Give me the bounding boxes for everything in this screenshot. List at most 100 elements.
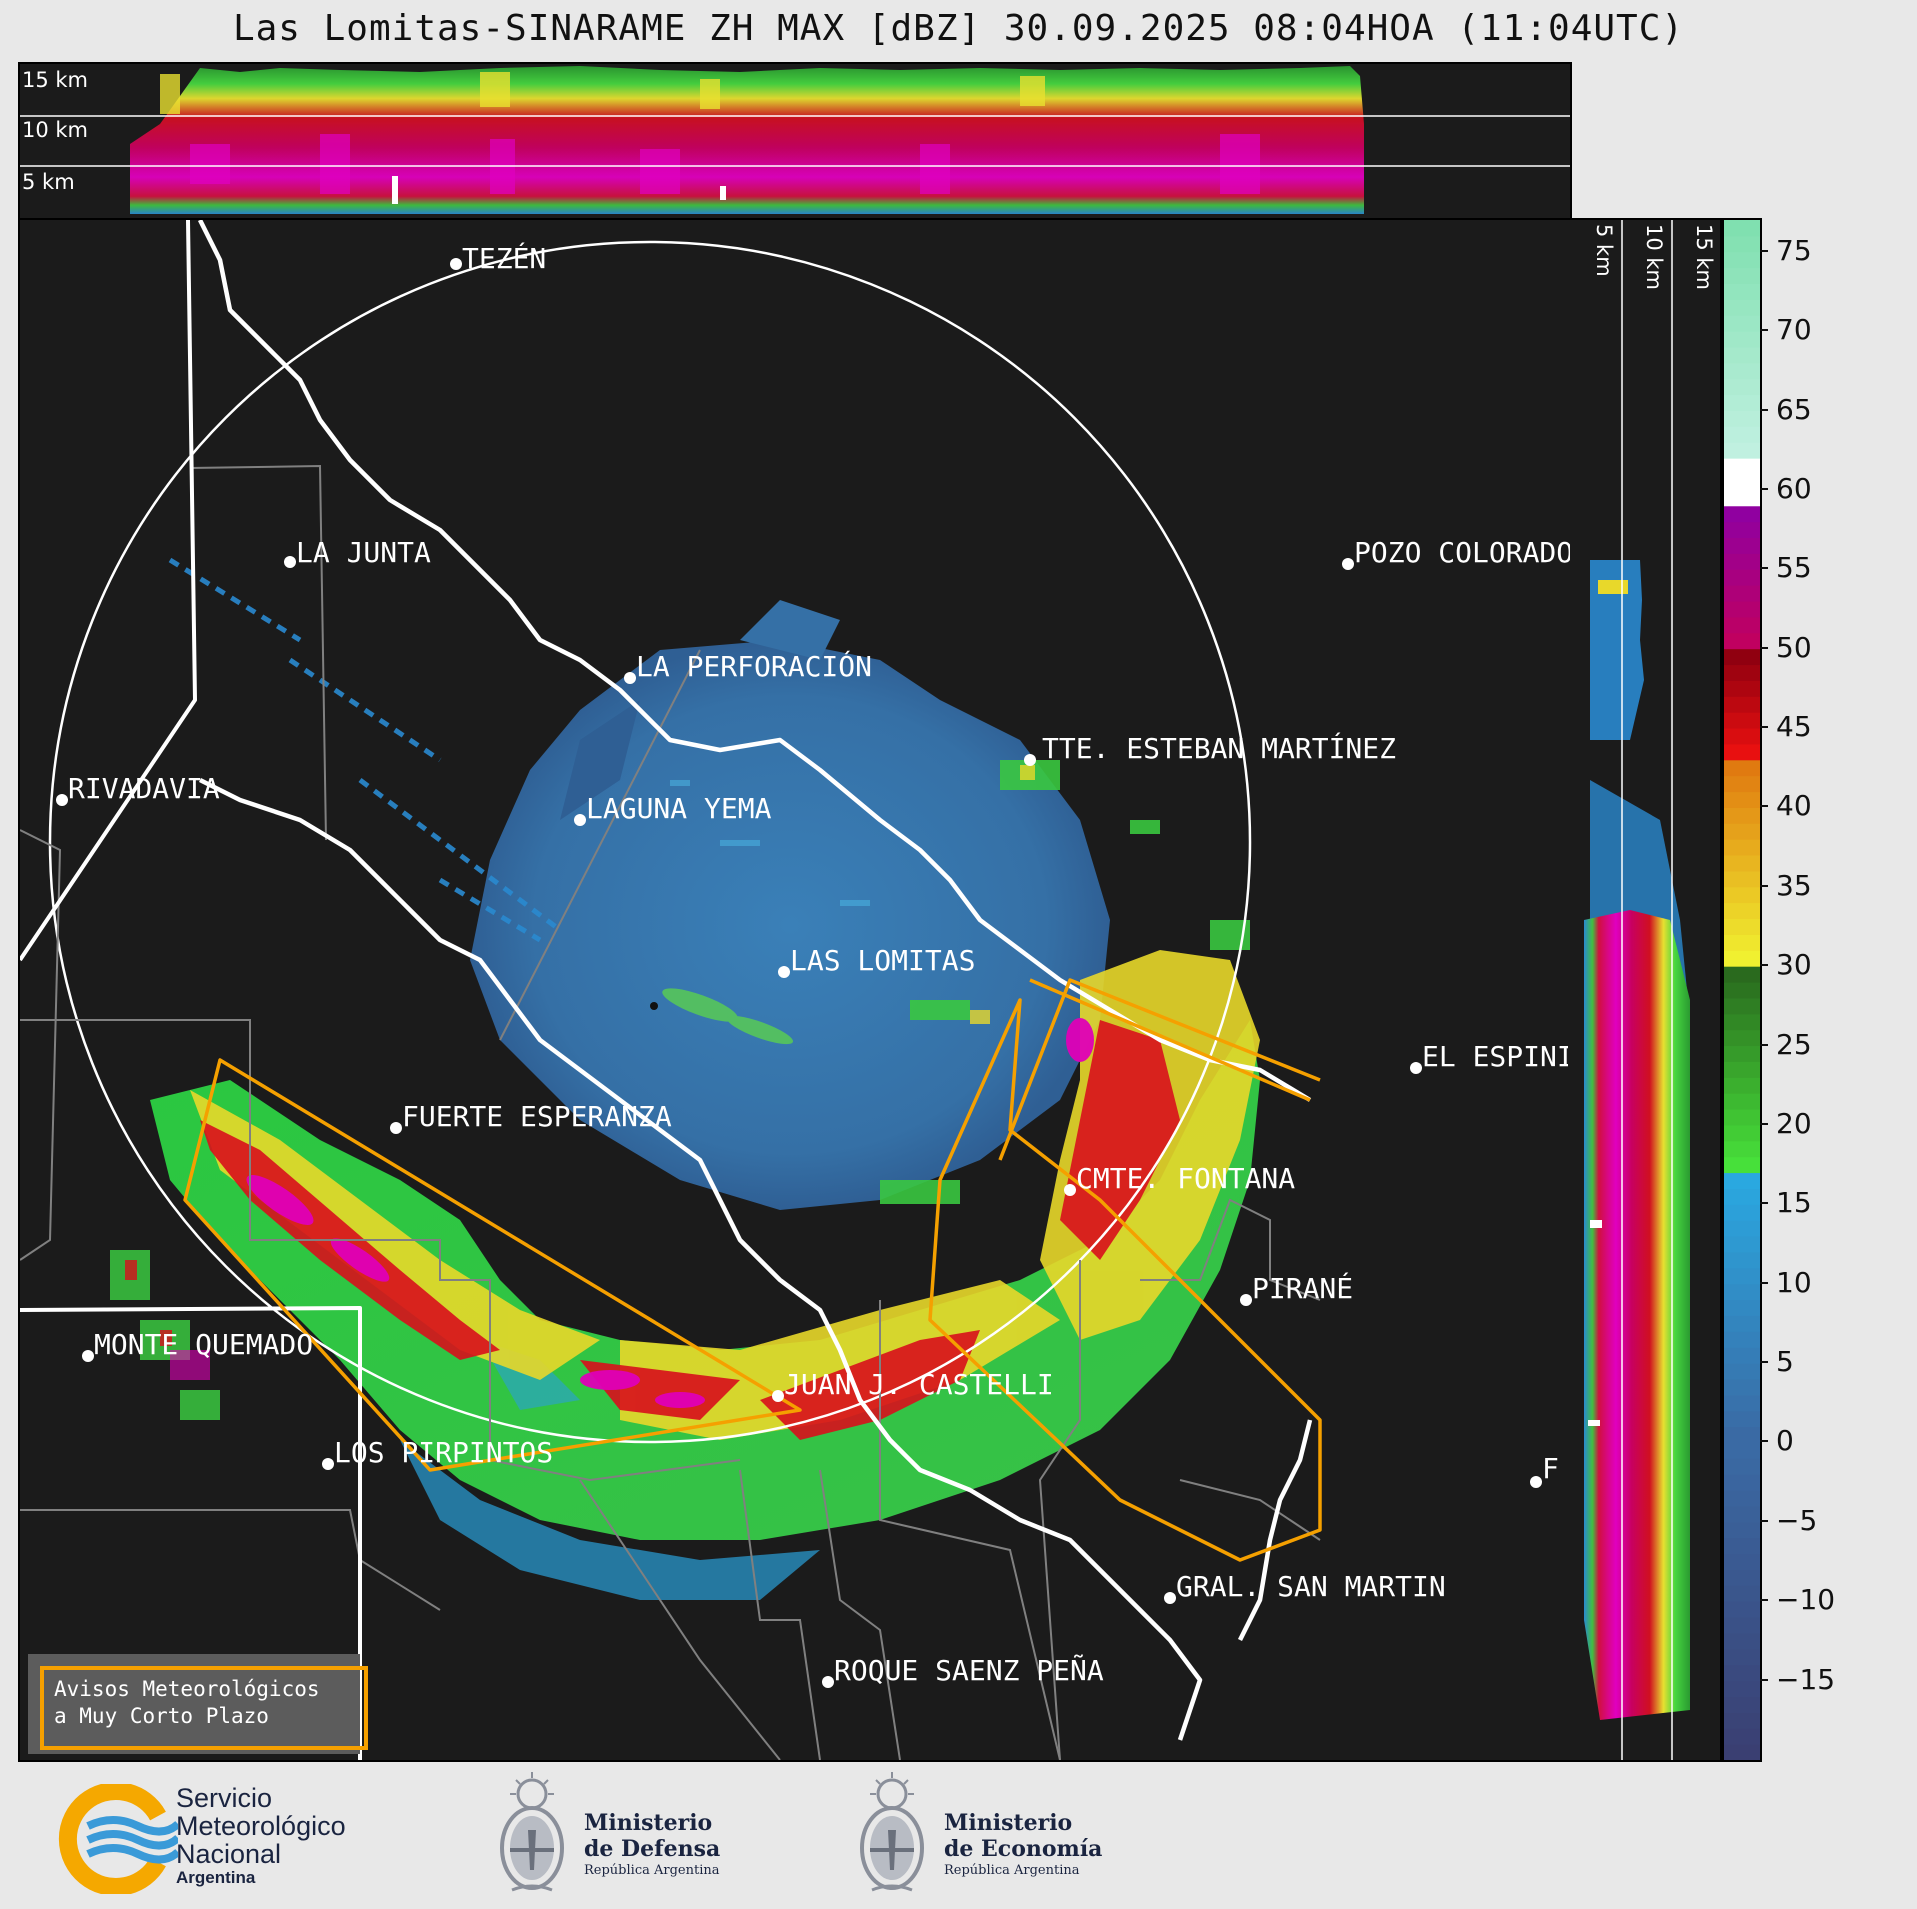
- colorbar-segment: [1724, 1045, 1760, 1062]
- colorbar-tick-label: 45: [1760, 710, 1812, 743]
- near-radar-clutter: [662, 988, 794, 1045]
- colorbar-segment: [1724, 474, 1760, 491]
- warning-polygon-e1: [928, 998, 1322, 1562]
- colorbar-segment: [1724, 1617, 1760, 1634]
- colorbar-tick-text: 25: [1776, 1027, 1812, 1061]
- side-cross-section-panel: 5 km 10 km 15 km: [1570, 218, 1722, 1762]
- colorbar-segment: [1724, 1188, 1760, 1205]
- colorbar-tick-label: 30: [1760, 948, 1812, 981]
- colorbar-segment: [1724, 1696, 1760, 1713]
- warning-polygons: [183, 978, 1322, 1562]
- smn-line4: Argentina: [176, 1868, 256, 1887]
- provincial-borders: [20, 220, 362, 1760]
- intense-cores: [246, 1018, 1094, 1408]
- top-alt-label-15: 15 km: [22, 68, 89, 92]
- top-alt-label-5: 5 km: [22, 170, 75, 194]
- colorbar-segment: [1724, 1077, 1760, 1094]
- locality-dot: [390, 1122, 402, 1134]
- colorbar-tick-text: 70: [1776, 313, 1812, 347]
- colorbar-segment: [1724, 807, 1760, 824]
- colorbar-tick-label: 25: [1760, 1028, 1812, 1061]
- top-profile-svg: [20, 66, 1570, 214]
- colorbar-segment: [1724, 1172, 1760, 1189]
- locality-dot: [450, 258, 462, 270]
- colorbar-segment: [1724, 362, 1760, 380]
- colorbar-segment: [1724, 1505, 1760, 1523]
- colorbar-segment: [1724, 394, 1760, 412]
- chart-title: Las Lomitas-SINARAME ZH MAX [dBZ] 30.09.…: [232, 8, 1685, 49]
- colorbar-segment: [1724, 601, 1760, 618]
- smn-line3: Nacional: [176, 1839, 282, 1869]
- colorbar-tick-text: −5: [1776, 1503, 1818, 1537]
- locality-label: LAGUNA YEMA: [586, 792, 772, 825]
- colorbar-segment: [1724, 1394, 1760, 1412]
- colorbar-segment: [1724, 1664, 1760, 1682]
- colorbar-segment: [1724, 1601, 1760, 1618]
- warning-polygon-sw: [183, 1058, 802, 1472]
- colorbar-segment: [1724, 728, 1760, 745]
- colorbar-tick-label: −10: [1760, 1583, 1835, 1616]
- colorbar-segment: [1724, 902, 1760, 920]
- colorbar-segment: [1724, 1331, 1760, 1348]
- locality-dot: [82, 1350, 94, 1362]
- locality-dot: [1240, 1294, 1252, 1306]
- smn-line1: Servicio: [176, 1783, 273, 1813]
- colorbar-tick-text: 5: [1776, 1345, 1794, 1379]
- locality-dot: [1024, 754, 1036, 766]
- colorbar-segment: [1724, 251, 1760, 269]
- locality-dot: [56, 794, 68, 806]
- colorbar-segment: [1724, 1426, 1760, 1443]
- colorbar-segment: [1724, 696, 1760, 713]
- side-alt-label-5: 5 km: [1592, 224, 1616, 277]
- colorbar-segment: [1724, 521, 1760, 539]
- colorbar-segment: [1724, 1156, 1760, 1174]
- locality-label: LA JUNTA: [296, 536, 431, 569]
- locality-dot: [1410, 1062, 1422, 1074]
- colorbar-segment: [1724, 220, 1760, 237]
- colorbar-ticks: 75 70 65 60 55 50 45 40 35 30 25 20 15 10 5 0 −5 −10 −15: [1760, 218, 1910, 1758]
- colorbar-segment: [1724, 1442, 1760, 1459]
- colorbar-segment: [1724, 505, 1760, 523]
- colorbar-tick-label: 70: [1760, 313, 1812, 346]
- radar-site-marker: [650, 1002, 658, 1010]
- colorbar-tick-text: −15: [1776, 1662, 1836, 1696]
- locality-dot: [624, 672, 636, 684]
- warnings-legend-line1: Avisos Meteorológicos: [54, 1677, 320, 1701]
- locality-formosa-edge[interactable]: F: [1530, 1452, 1570, 1492]
- colorbar-tick-text: 30: [1776, 948, 1812, 982]
- colorbar-segment: [1724, 759, 1760, 777]
- colorbar-segment: [1724, 1347, 1760, 1364]
- colorbar-tick-label: −5: [1760, 1504, 1817, 1537]
- smn-line2: Meteorológico: [176, 1811, 346, 1841]
- colorbar-segment: [1724, 1632, 1760, 1650]
- colorbar-segment: [1724, 966, 1760, 983]
- colorbar-segment: [1724, 1648, 1760, 1666]
- defensa-line2: de Defensa: [584, 1836, 721, 1862]
- locality-el-espinillo[interactable]: EL ESPINILLO: [1410, 1040, 1568, 1080]
- locality-dot: [822, 1676, 834, 1688]
- colorbar-tick-text: 65: [1776, 392, 1812, 426]
- colorbar-tick-label: 65: [1760, 393, 1812, 426]
- colorbar-tick-text: 45: [1776, 710, 1812, 744]
- colorbar-segment: [1724, 267, 1760, 285]
- colorbar-segment: [1724, 632, 1760, 650]
- colorbar-segment: [1724, 1267, 1760, 1285]
- colorbar-segment: [1724, 1585, 1760, 1602]
- department-borders: [20, 464, 1321, 1760]
- colorbar-segment: [1724, 442, 1760, 459]
- colorbar-tick-text: −10: [1776, 1583, 1836, 1617]
- colorbar-tick-text: 35: [1776, 868, 1812, 902]
- radar-map: TEZÉN LA JUNTA POZO COLORADO LA PERFORAC…: [18, 218, 1572, 1762]
- colorbar-tick-text: 55: [1776, 551, 1812, 585]
- colorbar-segment: [1724, 997, 1760, 1015]
- locality-label: PIRANÉ: [1252, 1272, 1354, 1305]
- rivers: [197, 220, 1313, 1741]
- colorbar-segment: [1724, 1061, 1760, 1078]
- colorbar-segment: [1724, 315, 1760, 332]
- colorbar-segment: [1724, 1490, 1760, 1507]
- colorbar-segment: [1724, 1251, 1760, 1269]
- colorbar-tick-text: 15: [1776, 1186, 1812, 1220]
- colorbar-segment: [1724, 1712, 1760, 1729]
- colorbar-segment: [1724, 1363, 1760, 1380]
- colorbar-tick-text: 40: [1776, 789, 1812, 823]
